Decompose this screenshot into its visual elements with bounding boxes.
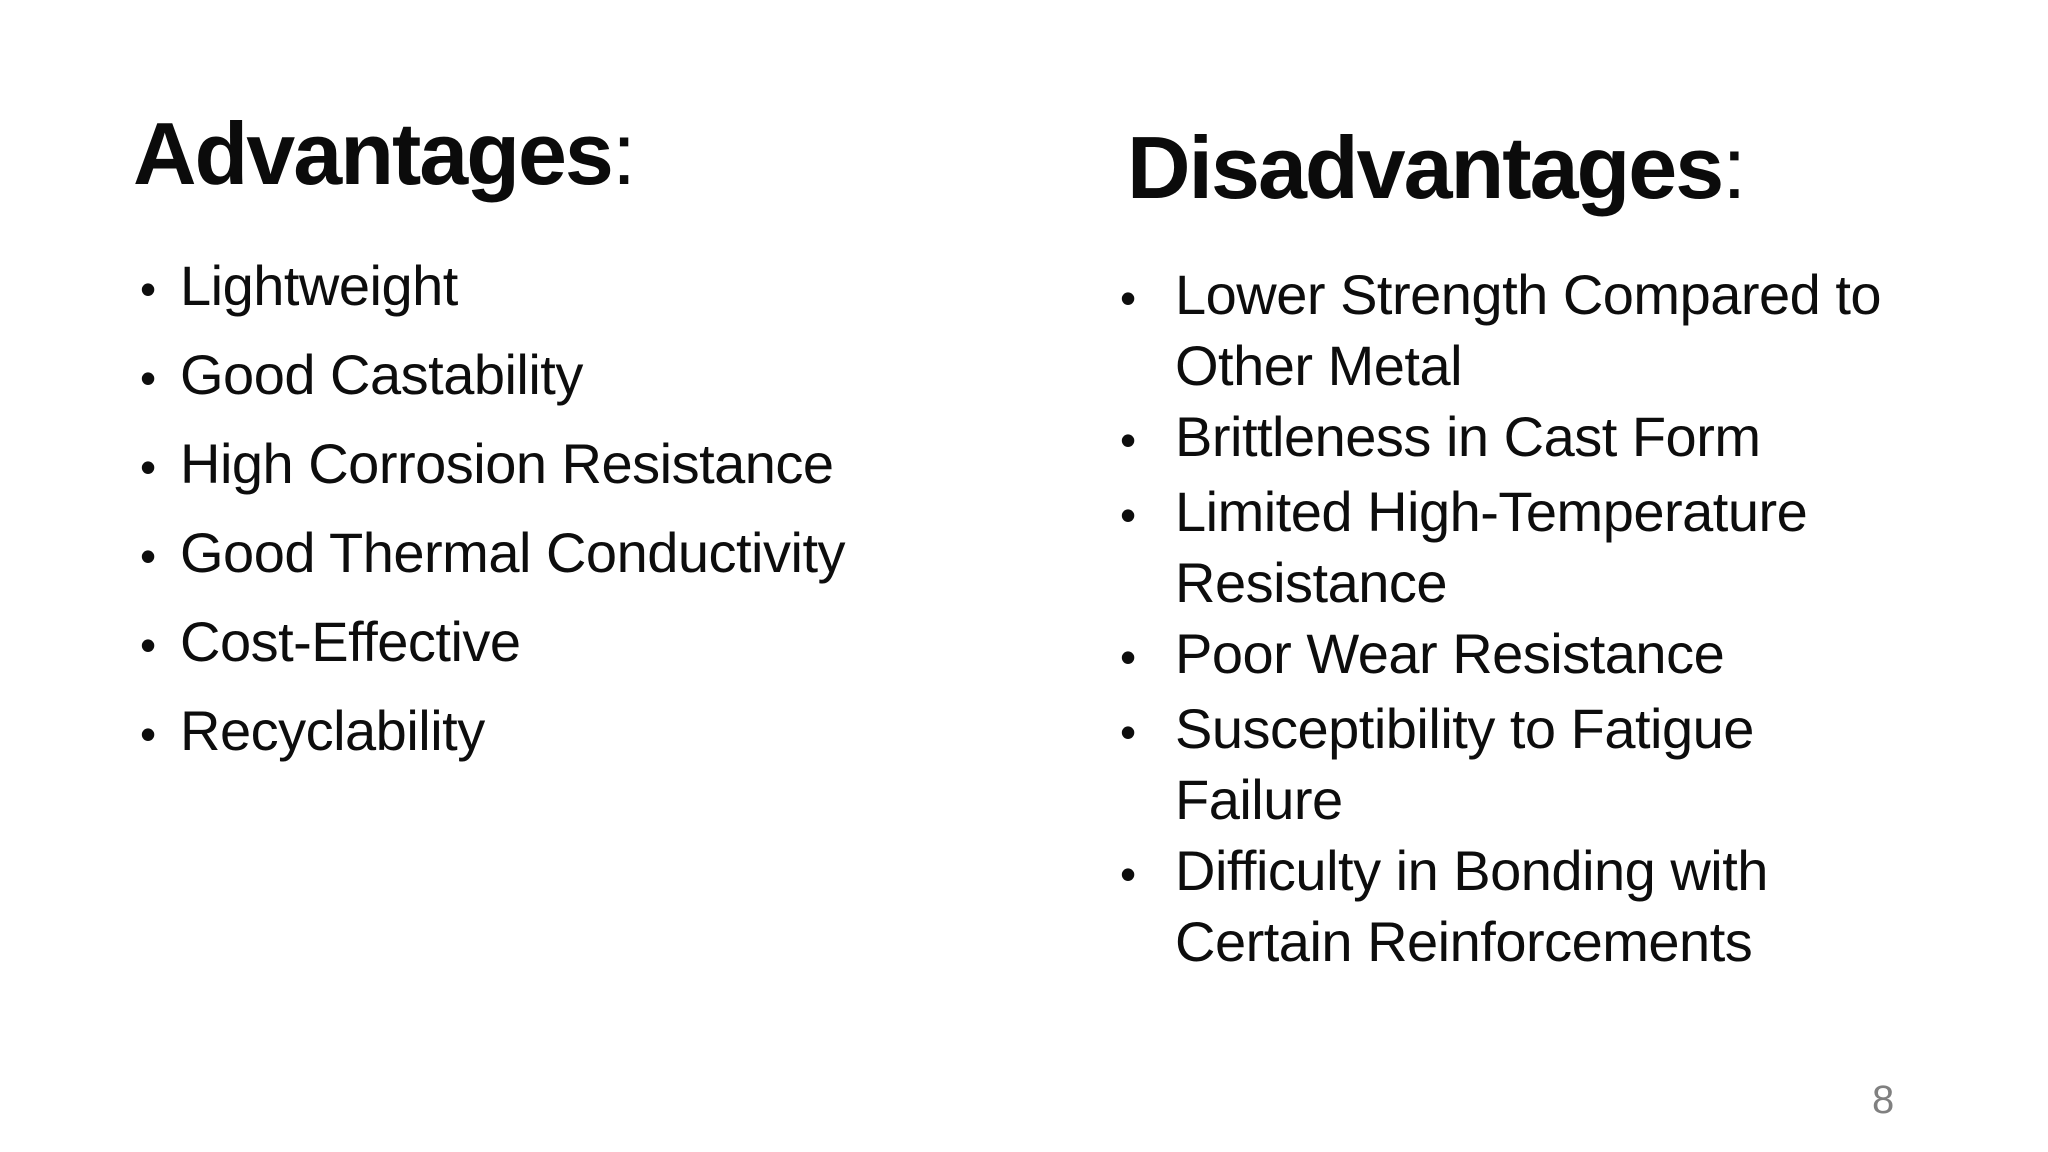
list-item-text: Recyclability: [180, 699, 485, 762]
bullet-icon: •: [140, 708, 156, 760]
list-item: • Limited High-Temperature Resistance: [1120, 476, 1940, 618]
bullet-icon: •: [140, 352, 156, 404]
list-item-text: Limited High-Temperature Resistance: [1175, 480, 1808, 614]
list-item-text: Susceptibility to Fatigue Failure: [1175, 697, 1754, 831]
list-item-text: Good Castability: [180, 343, 583, 406]
disadvantages-heading: Disadvantages:: [1127, 115, 1747, 221]
advantages-list: • Lightweight • Good Castability • High Cor…: [140, 251, 960, 785]
advantages-heading-text: Advantages: [133, 103, 614, 203]
list-item-text: Poor Wear Resistance: [1175, 622, 1725, 685]
bullet-icon: •: [140, 441, 156, 493]
bullet-icon: •: [1120, 706, 1136, 758]
list-item-text: Good Thermal Conductivity: [180, 521, 846, 584]
list-item: • Lightweight: [140, 251, 960, 324]
list-item-text: Cost-Effective: [180, 610, 521, 673]
page-number: 8: [1872, 1078, 1895, 1122]
disadvantages-heading-colon: :: [1722, 117, 1746, 217]
disadvantages-heading-text: Disadvantages: [1127, 117, 1724, 217]
list-item-text: Lower Strength Compared to Other Metal: [1175, 263, 1882, 397]
list-item-text: Brittleness in Cast Form: [1175, 405, 1761, 468]
list-item: • High Corrosion Resistance: [140, 429, 960, 502]
bullet-icon: •: [1120, 414, 1136, 466]
advantages-heading: Advantages:: [133, 101, 636, 207]
bullet-icon: •: [140, 530, 156, 582]
bullet-icon: •: [1120, 848, 1136, 900]
list-item: • Lower Strength Compared to Other Metal: [1120, 259, 1940, 401]
list-item-text: Lightweight: [180, 254, 458, 317]
bullet-icon: •: [140, 619, 156, 671]
list-item: • Brittleness in Cast Form: [1120, 401, 1940, 476]
bullet-icon: •: [1120, 272, 1136, 324]
list-item: • Poor Wear Resistance: [1120, 618, 1940, 693]
list-item: • Cost-Effective: [140, 607, 960, 680]
list-item: • Recyclability: [140, 696, 960, 769]
bullet-icon: •: [1120, 631, 1136, 683]
list-item-text: Difficulty in Bonding with Certain Reinf…: [1175, 839, 1768, 973]
disadvantages-list: • Lower Strength Compared to Other Metal …: [1120, 259, 1940, 977]
bullet-icon: •: [1120, 489, 1136, 541]
list-item: • Difficulty in Bonding with Certain Rein…: [1120, 835, 1940, 977]
list-item-text: High Corrosion Resistance: [180, 432, 834, 495]
list-item: • Good Thermal Conductivity: [140, 518, 960, 591]
bullet-icon: •: [140, 263, 156, 315]
advantages-heading-colon: :: [611, 103, 636, 203]
list-item: • Good Castability: [140, 340, 960, 413]
list-item: • Susceptibility to Fatigue Failure: [1120, 693, 1940, 835]
